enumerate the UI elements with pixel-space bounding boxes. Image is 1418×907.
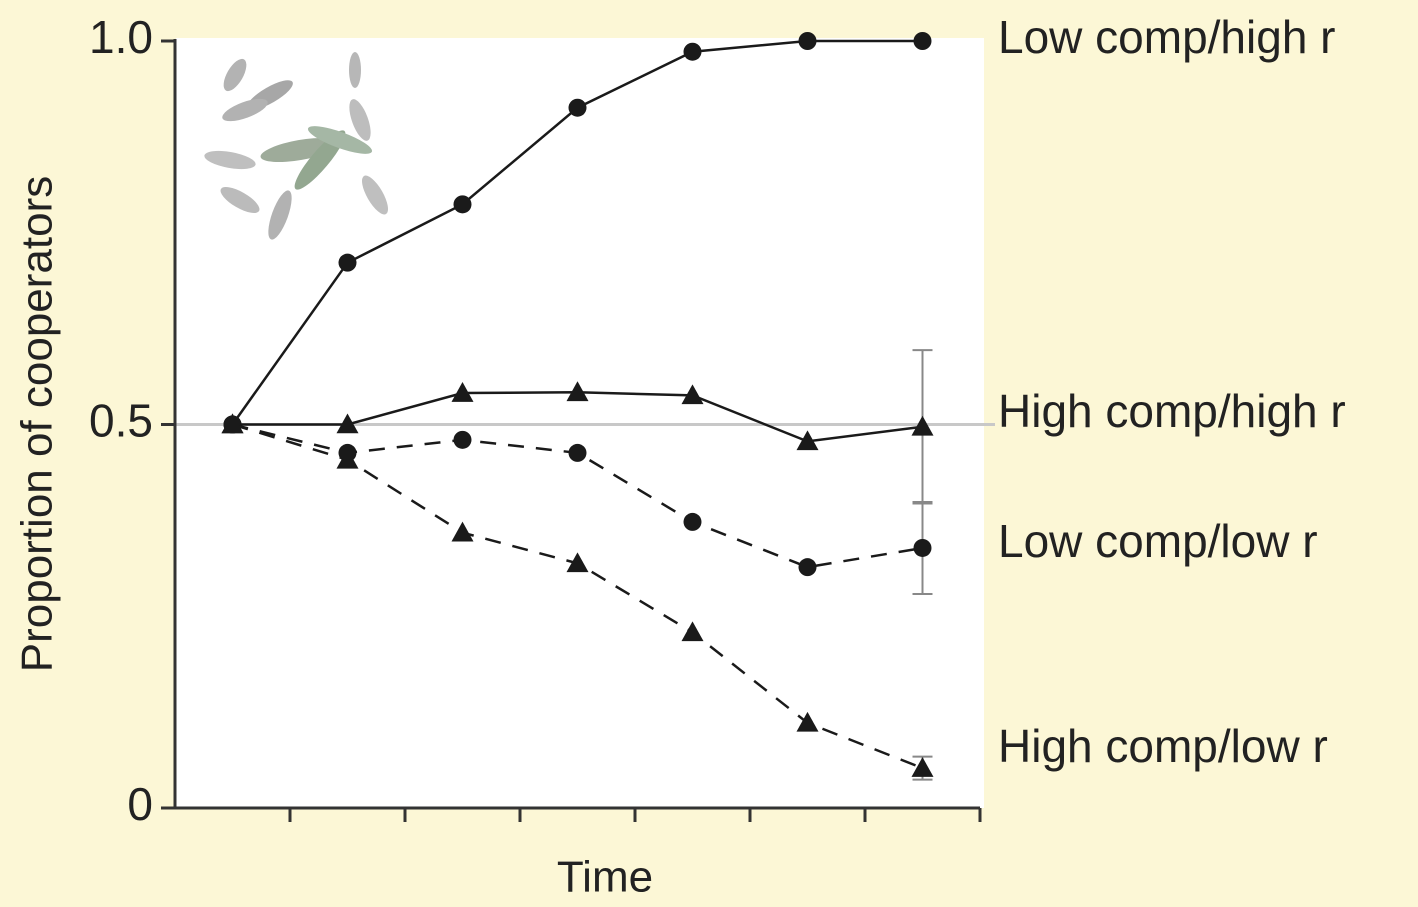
y-axis-label: Proportion of cooperators: [13, 176, 62, 673]
y-tick-label: 1.0: [89, 11, 153, 63]
series-label: Low comp/high r: [998, 11, 1336, 63]
data-point: [569, 444, 587, 462]
chart: Proportion of cooperators Time 0 0.5 1.0 Lo…: [0, 0, 1418, 907]
x-axis-label: Time: [557, 853, 653, 902]
data-point: [454, 431, 472, 449]
data-point: [914, 32, 932, 50]
data-point: [914, 539, 932, 557]
data-point: [799, 558, 817, 576]
y-tick-label: 0.5: [89, 395, 153, 447]
y-tick-label: 0: [127, 778, 153, 830]
data-point: [799, 32, 817, 50]
data-point: [684, 43, 702, 61]
data-point: [454, 195, 472, 213]
series-label: Low comp/low r: [998, 515, 1318, 567]
data-point: [569, 99, 587, 117]
page: {"chart_data": {"type": "line", "xlabel"…: [0, 0, 1418, 907]
series-label: High comp/high r: [998, 385, 1346, 437]
data-point: [684, 513, 702, 531]
data-point: [339, 254, 357, 272]
series-label: High comp/low r: [998, 720, 1328, 772]
